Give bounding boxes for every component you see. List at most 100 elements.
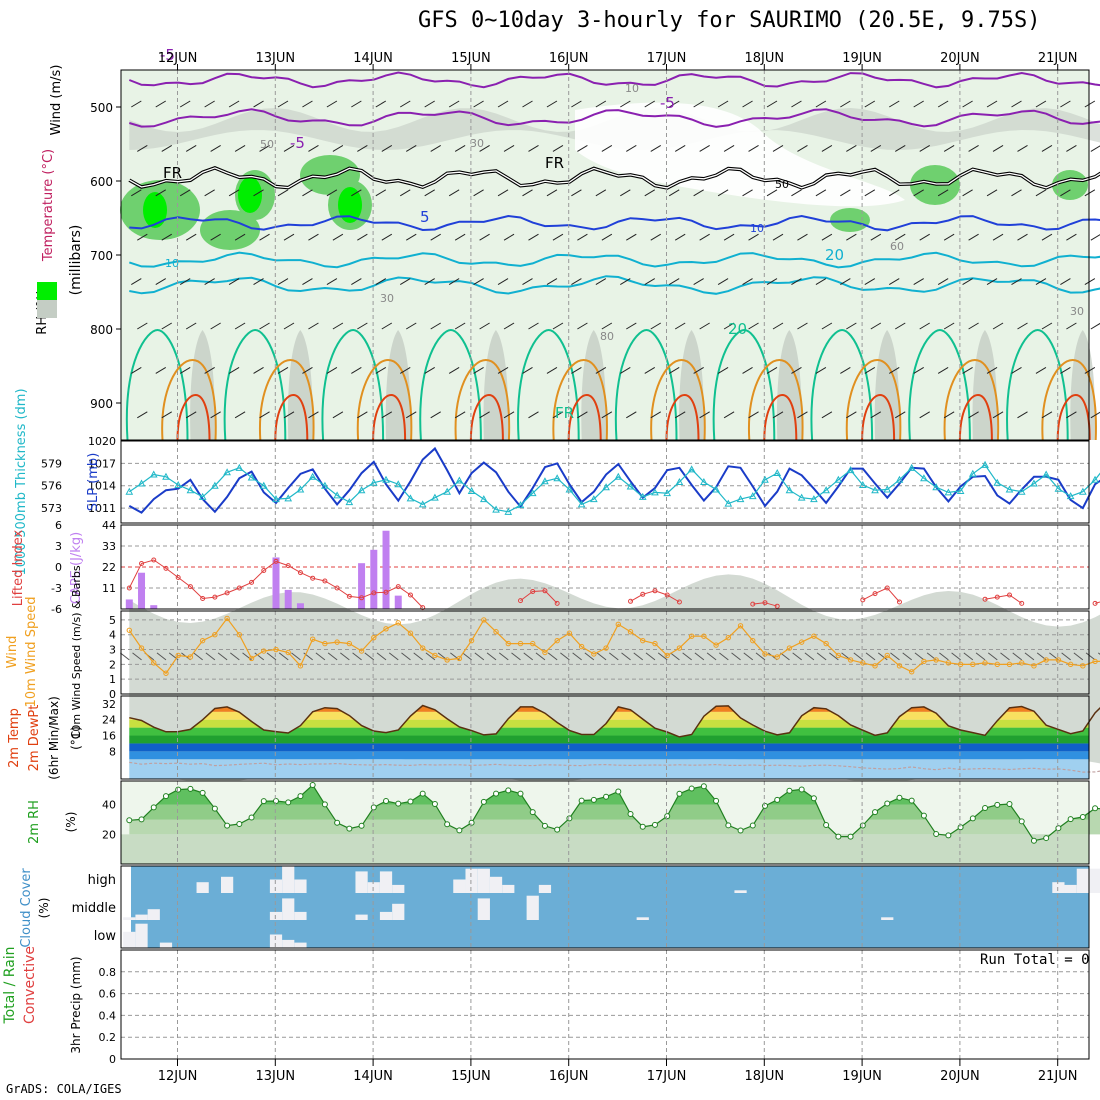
wind-barb (717, 366, 729, 374)
wind-barb-10m (816, 652, 827, 661)
wind-barb (1035, 366, 1047, 374)
wind-barb (302, 278, 313, 286)
date-label-bottom: 13JUN (255, 1069, 295, 1084)
thickness-point (895, 475, 904, 483)
wind-barb (185, 233, 197, 241)
lifted-index-point (359, 595, 365, 601)
wind-barb (748, 411, 759, 419)
wind-barb (546, 366, 558, 374)
wind-barb (1066, 322, 1077, 330)
wind-barb (937, 100, 949, 108)
thickness-point (748, 492, 757, 500)
cloud-block-high (734, 890, 747, 893)
wind-barb (1041, 322, 1053, 330)
rh2m-point (444, 821, 451, 828)
thickness-point (907, 463, 916, 471)
wind-barb (766, 278, 778, 286)
lifted-index-line (520, 590, 558, 604)
wind-speed-point (285, 649, 291, 656)
rh-column (874, 330, 900, 440)
wind-speed-point (933, 657, 939, 663)
wind-barb (748, 144, 759, 152)
wind-barb (155, 278, 167, 286)
thickness-point (1030, 479, 1038, 487)
wind-barb-10m (1061, 652, 1071, 661)
wind-barb (821, 144, 833, 152)
lifted-index-line (1094, 601, 1100, 604)
wind-barb (668, 100, 680, 108)
contour-label: -5 (660, 94, 675, 112)
wind-barb (497, 189, 509, 197)
rh2m-point (358, 822, 365, 829)
rh2m-point (700, 783, 707, 790)
wind-barb (986, 366, 998, 374)
wind-barb (405, 233, 417, 241)
wind-barb (522, 189, 533, 197)
date-label-bottom: 14JUN (353, 1069, 393, 1084)
wind-barb (846, 411, 857, 419)
precip-tick-label: 0.8 (99, 966, 117, 979)
slp-tick-label: 1017 (88, 457, 116, 470)
wind-barb (962, 189, 973, 197)
wind-barb (454, 233, 466, 241)
lifted-index-line (630, 590, 680, 603)
wind-barb-10m (657, 652, 668, 661)
rh2m-point (517, 790, 524, 797)
wind-barb (797, 233, 808, 241)
panel-frame-precip (120, 949, 1090, 1060)
contour-label: FR (545, 154, 564, 172)
temp-contour-25 (845, 358, 902, 441)
rh2m-point (590, 796, 597, 803)
wind-barb (1066, 411, 1077, 419)
cape-tick-label: 44 (102, 519, 116, 532)
wind-barb-10m (401, 652, 411, 661)
rh2m-point (285, 799, 292, 806)
thickness-point (956, 486, 965, 494)
date-label-bottom: 12JUN (158, 1069, 198, 1084)
wind-barb (430, 322, 441, 330)
wind-barb (399, 278, 411, 286)
panel-frame-lifted-cape (120, 524, 1090, 610)
wind-barb-10m (596, 652, 607, 661)
wind-speed-point (860, 660, 866, 666)
wind-barb (179, 189, 191, 197)
wind-barb (693, 189, 704, 197)
rh2m-point (260, 798, 267, 805)
wind-barb (986, 100, 998, 108)
cloud-block-high (392, 884, 405, 893)
rh2m-point (1043, 835, 1050, 842)
thickness-point (431, 493, 439, 501)
contour-label: 20 (825, 246, 844, 264)
wind-barb-10m (119, 652, 130, 661)
wind-barb (742, 100, 753, 108)
thickness-point (871, 486, 879, 494)
wind-barb-10m (719, 652, 729, 661)
wind-barb (913, 366, 924, 374)
wind-barb-10m (608, 652, 619, 661)
wind-speed-point (261, 648, 267, 654)
wind-barb (742, 189, 753, 197)
wind-barb (937, 278, 949, 286)
ylabel-precip-c: 3hr Precip (mm) (69, 956, 83, 1053)
wind-barb (772, 411, 784, 419)
lifted-index-point (420, 605, 426, 611)
temp-tick-label: 8 (109, 745, 116, 758)
thickness-point (858, 480, 867, 488)
temp-contour-25 (943, 358, 1000, 441)
wind-barb (894, 144, 906, 152)
cloud-block-high (1088, 868, 1100, 893)
cloud-block-high (453, 879, 466, 893)
temp-contour-30 (958, 393, 993, 441)
thickness-point (602, 483, 610, 491)
wind-barb (870, 322, 882, 330)
wind-barb-10m (572, 652, 582, 661)
rh2m-point (529, 809, 536, 816)
contour-label: 10 (625, 82, 639, 95)
thickness-point (443, 487, 451, 495)
wind-barb (717, 100, 729, 108)
wind-barb-10m (511, 652, 521, 661)
thickness-point (675, 477, 684, 485)
wind-barb (674, 411, 686, 419)
temp-contour-20 (125, 328, 189, 441)
wind-barb (943, 322, 955, 330)
